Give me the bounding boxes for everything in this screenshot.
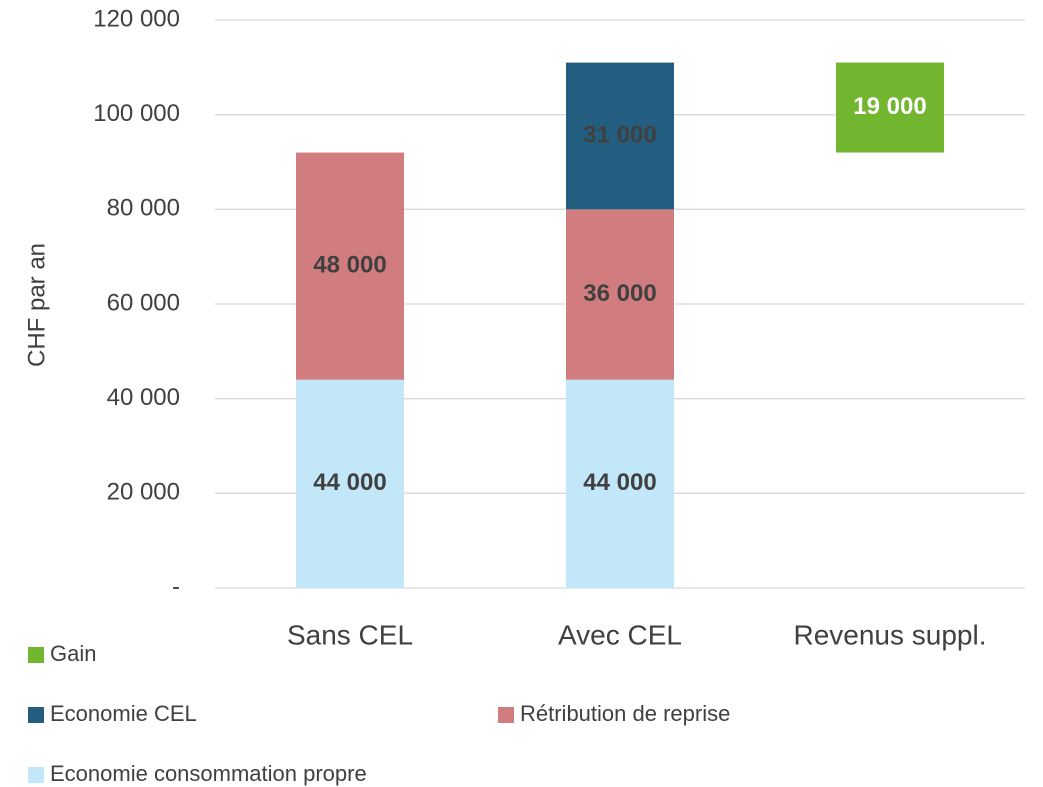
data-label: 44 000: [583, 469, 656, 496]
y-tick-label: 60 000: [107, 289, 180, 316]
data-label: 19 000: [853, 93, 926, 120]
y-tick-label: 80 000: [107, 195, 180, 222]
bar-segment: [566, 379, 674, 588]
legend-swatch: [498, 707, 514, 723]
legend-swatch: [28, 767, 44, 783]
legend-label: Gain: [50, 641, 96, 666]
legend-label: Rétribution de reprise: [520, 701, 730, 726]
bar-segment: [566, 209, 674, 380]
y-tick-label: -: [172, 573, 180, 600]
y-tick-label: 100 000: [93, 100, 180, 127]
x-tick-label: Avec CEL: [558, 619, 682, 650]
data-label: 31 000: [583, 121, 656, 148]
legend-swatch: [28, 707, 44, 723]
legend-label: Economie CEL: [50, 701, 197, 726]
legend-swatch: [28, 647, 44, 663]
bar-segment: [836, 62, 944, 153]
bar-segment: [296, 379, 404, 588]
data-label: 48 000: [313, 251, 386, 278]
y-tick-label: 20 000: [107, 479, 180, 506]
x-tick-label: Revenus suppl.: [793, 619, 986, 650]
data-label: 36 000: [583, 280, 656, 307]
x-tick-label: Sans CEL: [287, 619, 413, 650]
y-tick-label: 40 000: [107, 384, 180, 411]
bar-segment: [296, 152, 404, 380]
bar-segment: [566, 62, 674, 210]
legend-label: Economie consommation propre: [50, 761, 367, 786]
y-tick-label: 120 000: [93, 5, 180, 32]
data-label: 44 000: [313, 469, 386, 496]
y-axis-label: CHF par an: [23, 243, 50, 367]
